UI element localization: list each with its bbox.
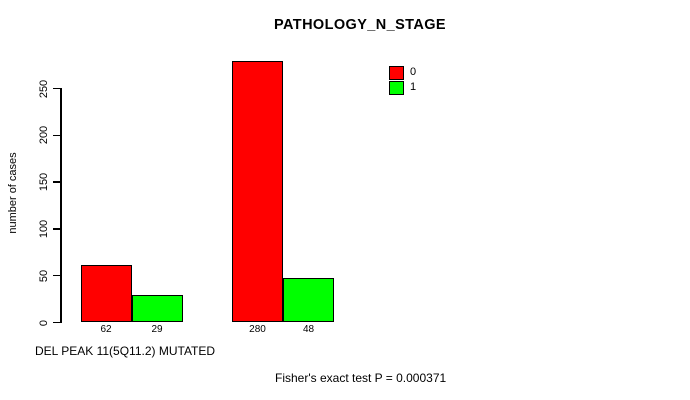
- legend-swatch: [389, 65, 404, 80]
- y-tick-label: 150: [38, 173, 50, 192]
- bar: [232, 60, 283, 323]
- y-axis-line: [60, 88, 62, 323]
- y-tick-mark: [53, 134, 61, 137]
- y-tick-label: 50: [38, 269, 50, 282]
- bar-value-label: 62: [100, 324, 112, 335]
- y-tick-label: 100: [38, 219, 50, 239]
- y-tick-label: 0: [38, 319, 50, 326]
- y-tick-mark: [53, 181, 61, 183]
- legend-row: 0: [389, 65, 416, 80]
- chart-title: PATHOLOGY_N_STAGE: [274, 17, 446, 33]
- y-tick-mark: [53, 321, 61, 324]
- bar: [283, 277, 334, 323]
- fisher-test-annotation: Fisher's exact test P = 0.000371: [275, 371, 447, 385]
- y-tick-label: 200: [38, 126, 50, 145]
- y-tick-label: 250: [38, 79, 50, 98]
- bar-value-label: 29: [151, 324, 163, 335]
- y-axis-label: number of cases: [7, 152, 19, 234]
- bar: [80, 264, 132, 323]
- y-tick-mark: [53, 274, 61, 277]
- x-axis-label: DEL PEAK 11(5Q11.2) MUTATED: [35, 344, 216, 358]
- y-tick-mark: [53, 228, 61, 230]
- legend-swatch: [389, 80, 404, 95]
- legend-label: 1: [410, 81, 417, 93]
- bar-value-label: 280: [249, 324, 266, 335]
- legend-row: 1: [389, 80, 416, 95]
- bar: [131, 295, 183, 323]
- legend-label: 0: [410, 66, 417, 78]
- y-tick-mark: [53, 87, 61, 90]
- bar-value-label: 48: [302, 324, 315, 335]
